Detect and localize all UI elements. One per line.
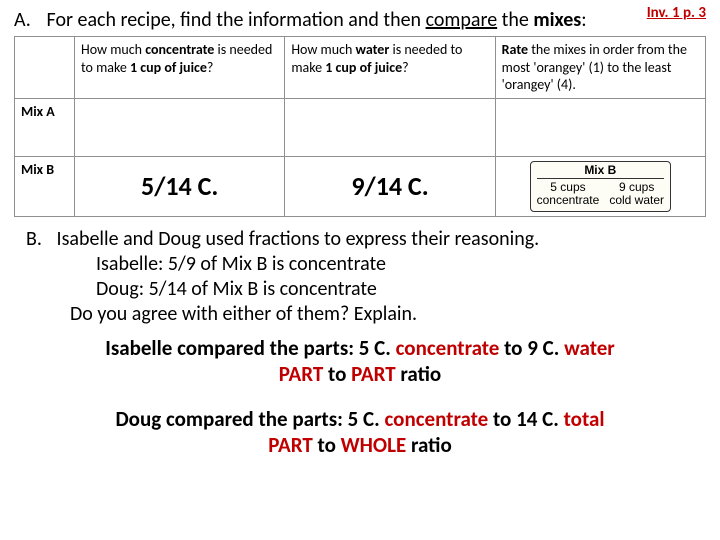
table-header-row: How much concentrate is needed to make 1… [15, 37, 706, 99]
card-right: 9 cups cold water [609, 181, 664, 207]
section-b-letter: B. [26, 227, 52, 252]
row-label-a: Mix A [15, 98, 75, 156]
cell-a-concentrate [75, 98, 285, 156]
answer-b-concentrate: 5/14 C. [141, 170, 218, 202]
cell-b-concentrate: 5/14 C. [75, 156, 285, 217]
section-b-line1: B. Isabelle and Doug used fractions to e… [26, 227, 700, 252]
cell-b-water: 9/14 C. [285, 156, 495, 217]
mix-table: How much concentrate is needed to make 1… [14, 36, 706, 217]
section-b-line4: Do you agree with either of them? Explai… [26, 302, 700, 327]
explanation-isabelle: Isabelle compared the parts: 5 C. concen… [0, 327, 720, 388]
col-header-water: How much water is needed to make 1 cup o… [285, 37, 495, 99]
section-a-prompt-colon: : [581, 8, 586, 32]
cell-a-rate [495, 98, 705, 156]
section-a-heading: A. For each recipe, find the information… [14, 8, 706, 32]
section-a-prompt-compare: compare [426, 8, 498, 32]
section-a-prompt-plain: For each recipe, find the information an… [47, 8, 426, 32]
col-header-concentrate: How much concentrate is needed to make 1… [75, 37, 285, 99]
table-corner [15, 37, 75, 99]
col-header-rate: Rate the mixes in order from the most 'o… [495, 37, 705, 99]
card-title: Mix B [537, 164, 664, 179]
section-b: B. Isabelle and Doug used fractions to e… [0, 217, 720, 327]
section-a-prompt-the: the [497, 8, 533, 32]
answer-b-water: 9/14 C. [351, 170, 428, 202]
card-left: 5 cups concentrate [537, 181, 600, 207]
section-a-prompt-mixes: mixes [533, 8, 581, 32]
section-b-line3: Doug: 5/14 of Mix B is concentrate [26, 277, 700, 302]
page-reference: Inv. 1 p. 3 [647, 4, 706, 22]
explanation-doug: Doug compared the parts: 5 C. concentrat… [0, 398, 720, 459]
row-label-b: Mix B [15, 156, 75, 217]
table-row-mix-a: Mix A [15, 98, 706, 156]
cell-a-water [285, 98, 495, 156]
section-a: A. For each recipe, find the information… [0, 0, 720, 217]
mix-b-recipe-card: Mix B 5 cups concentrate 9 cups cold wat… [530, 161, 671, 213]
cell-b-rate: Mix B 5 cups concentrate 9 cups cold wat… [495, 156, 705, 217]
table-row-mix-b: Mix B 5/14 C. 9/14 C. Mix B 5 cups conce… [15, 156, 706, 217]
section-a-letter: A. [14, 8, 42, 32]
section-b-line2: Isabelle: 5/9 of Mix B is concentrate [26, 252, 700, 277]
